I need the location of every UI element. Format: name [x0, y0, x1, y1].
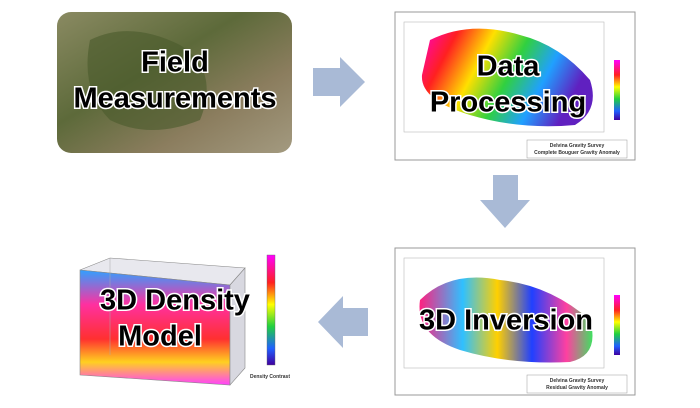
caption: Residual Gravity Anomaly: [546, 385, 608, 391]
model-side: [229, 267, 246, 386]
node-label: 3D Density: [100, 285, 250, 317]
color-bar: [614, 295, 620, 355]
map-border: [403, 257, 605, 369]
legend-title: Density Contrast: [250, 374, 290, 380]
node-label: Measurements: [73, 83, 276, 115]
caption-box: [526, 139, 628, 159]
caption: Complete Bouguer Gravity Anomaly: [534, 150, 620, 156]
color-bar: [266, 254, 276, 366]
caption: Delvina Gravity Survey: [550, 378, 605, 384]
anomaly-map: [421, 28, 593, 127]
node-label: Field: [141, 47, 209, 79]
arrow: [480, 175, 530, 228]
arrow: [318, 296, 368, 348]
node-label: Processing: [430, 87, 586, 119]
color-bar: [614, 60, 620, 120]
node-label: Data: [477, 51, 541, 83]
arrow: [313, 57, 365, 107]
node-label: 3D Inversion: [419, 305, 593, 337]
caption: Delvina Gravity Survey: [550, 143, 605, 149]
map-border: [403, 21, 605, 133]
field-area: [87, 31, 207, 130]
node-label: Model: [118, 321, 202, 353]
caption-box: [526, 374, 628, 394]
anomaly-map: [419, 277, 593, 363]
